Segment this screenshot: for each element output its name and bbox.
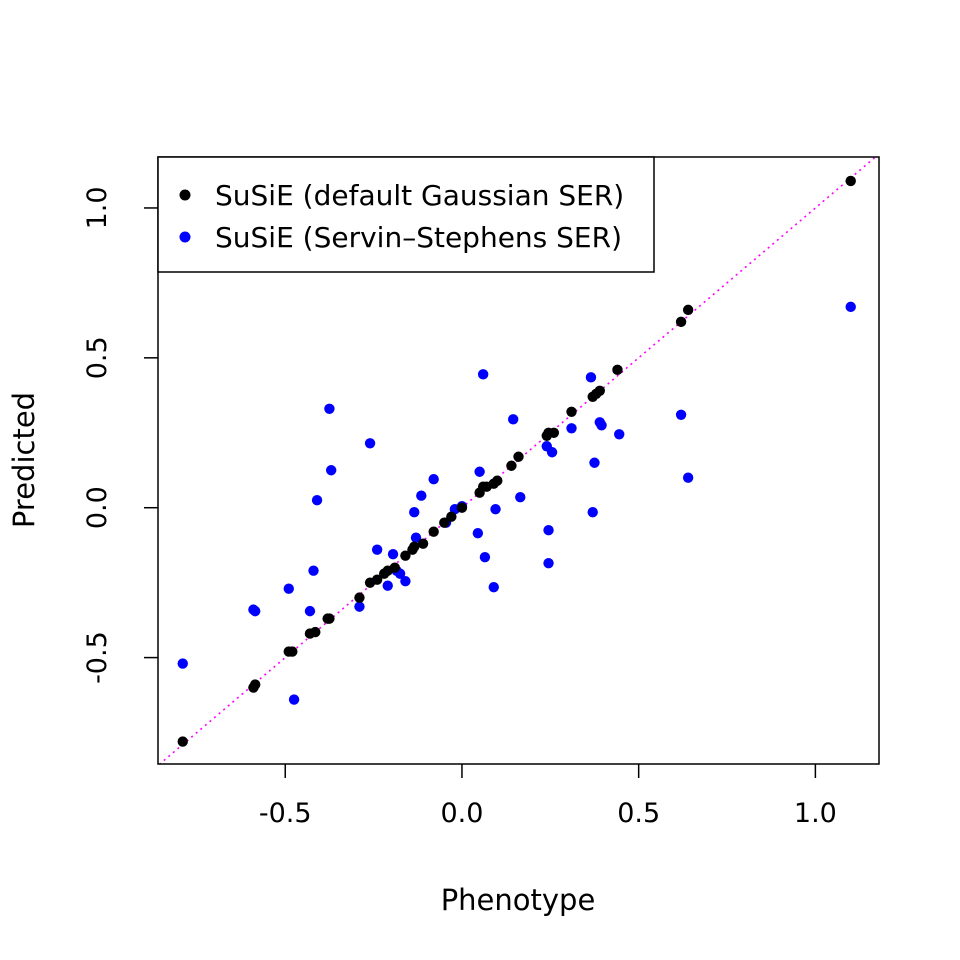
data-point-gaussian xyxy=(428,526,439,537)
reference-line-layer xyxy=(158,157,877,764)
data-point-gaussian xyxy=(513,451,524,462)
data-point-gaussian xyxy=(566,406,577,417)
data-point-servin-stephens xyxy=(587,507,598,518)
data-point-gaussian xyxy=(682,304,694,316)
data-point-servin-stephens xyxy=(311,495,323,506)
data-point-servin-stephens xyxy=(543,557,554,569)
data-point-servin-stephens xyxy=(614,429,625,440)
legend-box xyxy=(157,156,655,273)
data-point-gaussian xyxy=(400,550,411,561)
data-point-servin-stephens xyxy=(488,581,499,593)
y-tick-label: -0.5 xyxy=(82,631,113,684)
data-point-servin-stephens xyxy=(364,438,376,449)
data-point-servin-stephens xyxy=(589,457,600,468)
legend-marker-gaussian xyxy=(179,189,191,201)
data-point-servin-stephens xyxy=(566,423,577,434)
legend-label-gaussian: SuSiE (default Gaussian SER) xyxy=(215,179,624,212)
data-point-gaussian xyxy=(845,175,856,187)
legend: SuSiE (default Gaussian SER) SuSiE (Serv… xyxy=(157,156,655,273)
data-point-gaussian xyxy=(612,364,623,376)
y-tick-label: 1.0 xyxy=(82,186,113,229)
data-point-servin-stephens xyxy=(283,583,294,594)
data-point-gaussian xyxy=(446,511,457,522)
legend-label-servin-stephens: SuSiE (Servin–Stephens SER) xyxy=(215,221,622,254)
y-tick-label: 0.5 xyxy=(82,336,113,379)
x-axis: -0.5 0.0 0.5 1.0 xyxy=(259,764,837,829)
identity-reference-line xyxy=(158,157,877,764)
data-point-servin-stephens xyxy=(546,447,558,458)
x-tick-label: -0.5 xyxy=(259,798,312,829)
data-point-servin-stephens xyxy=(410,532,422,543)
data-point-gaussian xyxy=(249,679,261,690)
data-point-servin-stephens xyxy=(409,507,420,518)
data-point-servin-stephens xyxy=(585,372,597,383)
data-point-servin-stephens xyxy=(324,403,335,414)
data-point-gaussian xyxy=(310,626,321,638)
data-point-servin-stephens xyxy=(382,580,393,591)
y-axis: -0.5 0.0 0.5 1.0 xyxy=(82,186,158,684)
data-point-servin-stephens xyxy=(507,414,519,425)
data-point-gaussian xyxy=(417,538,429,549)
data-point-gaussian xyxy=(506,460,517,471)
data-point-gaussian xyxy=(439,517,450,528)
data-point-servin-stephens xyxy=(400,575,411,587)
data-point-servin-stephens xyxy=(472,527,484,539)
data-point-servin-stephens xyxy=(288,694,300,705)
x-tick-label: 0.5 xyxy=(617,798,660,829)
data-point-servin-stephens xyxy=(325,465,337,476)
data-point-gaussian xyxy=(548,427,560,438)
data-point-servin-stephens xyxy=(304,605,316,617)
data-point-gaussian xyxy=(177,736,188,747)
data-point-servin-stephens xyxy=(515,492,526,503)
data-point-gaussian xyxy=(675,316,687,328)
data-point-servin-stephens xyxy=(177,658,188,669)
data-point-servin-stephens xyxy=(354,601,365,612)
x-tick-label: 0.0 xyxy=(440,798,483,829)
data-point-gaussian xyxy=(456,502,468,513)
data-point-servin-stephens xyxy=(596,420,607,431)
data-point-gaussian xyxy=(287,646,298,657)
data-point-gaussian xyxy=(409,541,420,552)
data-point-servin-stephens xyxy=(845,301,856,313)
data-point-servin-stephens xyxy=(675,409,687,420)
data-point-gaussian xyxy=(354,592,365,603)
x-tick-label: 1.0 xyxy=(794,798,837,829)
data-point-servin-stephens xyxy=(428,474,439,485)
data-point-servin-stephens xyxy=(479,551,491,563)
data-point-servin-stephens xyxy=(490,504,501,515)
y-axis-title: Predicted xyxy=(7,392,41,528)
data-point-servin-stephens xyxy=(416,490,427,501)
data-point-gaussian xyxy=(371,574,383,585)
data-point-servin-stephens xyxy=(249,605,261,617)
data-point-gaussian xyxy=(594,385,605,397)
data-point-servin-stephens xyxy=(308,565,319,576)
points-layer xyxy=(177,175,856,747)
data-point-servin-stephens xyxy=(543,524,554,536)
legend-marker-servin-stephens xyxy=(179,231,191,243)
data-point-servin-stephens xyxy=(474,466,485,477)
data-point-gaussian xyxy=(324,613,335,624)
data-point-gaussian xyxy=(492,475,503,486)
data-point-servin-stephens xyxy=(477,369,489,380)
data-point-servin-stephens xyxy=(682,472,694,483)
data-point-gaussian xyxy=(389,562,400,573)
x-axis-title: Phenotype xyxy=(441,883,596,917)
data-point-servin-stephens xyxy=(387,548,399,560)
y-tick-label: 0.0 xyxy=(82,486,113,529)
data-point-servin-stephens xyxy=(371,544,383,555)
